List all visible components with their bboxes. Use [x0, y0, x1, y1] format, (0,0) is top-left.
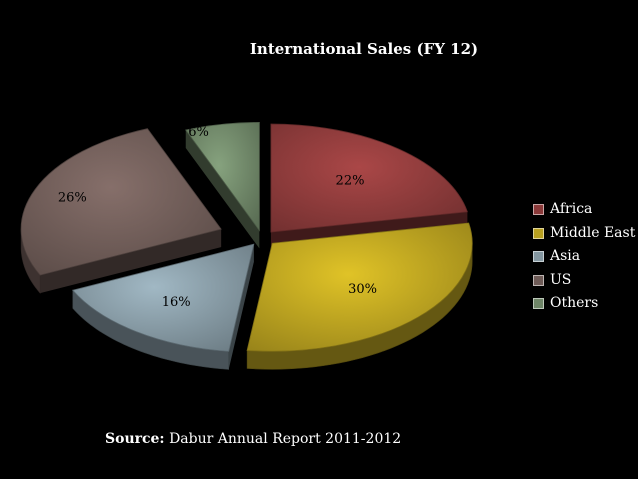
pie-tops [20, 122, 473, 352]
chart-title: International Sales (FY 12) [249, 40, 479, 58]
legend-label-us: US [550, 271, 572, 288]
legend-swatch-africa [533, 204, 544, 216]
pie-slice-wall-asia-0 [228, 244, 254, 370]
pie-slice-asia [72, 243, 255, 352]
legend-label-africa: Africa [550, 201, 593, 217]
pie-label-others: 6% [188, 125, 209, 140]
pie-slice-wall-us-0 [40, 229, 222, 294]
pie-label-us: 26% [58, 190, 87, 205]
legend-swatch-others [533, 298, 544, 310]
pie-label-asia: 16% [162, 295, 191, 310]
legend-swatch-us [533, 274, 544, 286]
source-label: Source: [105, 431, 165, 447]
legend-item-middle-east: Middle East [533, 222, 635, 246]
pie-label-middle-east: 30% [348, 282, 377, 297]
pie-slice-wall-others-0 [185, 130, 260, 249]
pie-slice-africa [270, 123, 468, 233]
legend-label-asia: Asia [550, 248, 581, 264]
pie-slice-middle-east [246, 222, 473, 352]
legend-item-africa: Africa [533, 198, 635, 222]
pie-label-africa: 22% [336, 174, 365, 189]
pie-slice-us [20, 128, 222, 276]
legend-item-asia: Asia [533, 245, 635, 269]
legend-label-others: Others [550, 295, 599, 311]
legend-item-us: US [533, 269, 635, 293]
source-note: Source: Dabur Annual Report 2011-2012 [105, 431, 401, 447]
pie-labels: 22% 30% 16% 26% 6% [58, 125, 377, 310]
legend-label-middle-east: Middle East [550, 224, 636, 241]
legend-item-others: Others [533, 292, 635, 316]
chart-legend: Africa Middle East Asia US Others [533, 198, 635, 316]
pie-slice-others [185, 122, 260, 232]
legend-swatch-middle-east [533, 227, 544, 239]
source-text: Dabur Annual Report 2011-2012 [169, 431, 402, 447]
legend-swatch-asia [533, 251, 544, 263]
